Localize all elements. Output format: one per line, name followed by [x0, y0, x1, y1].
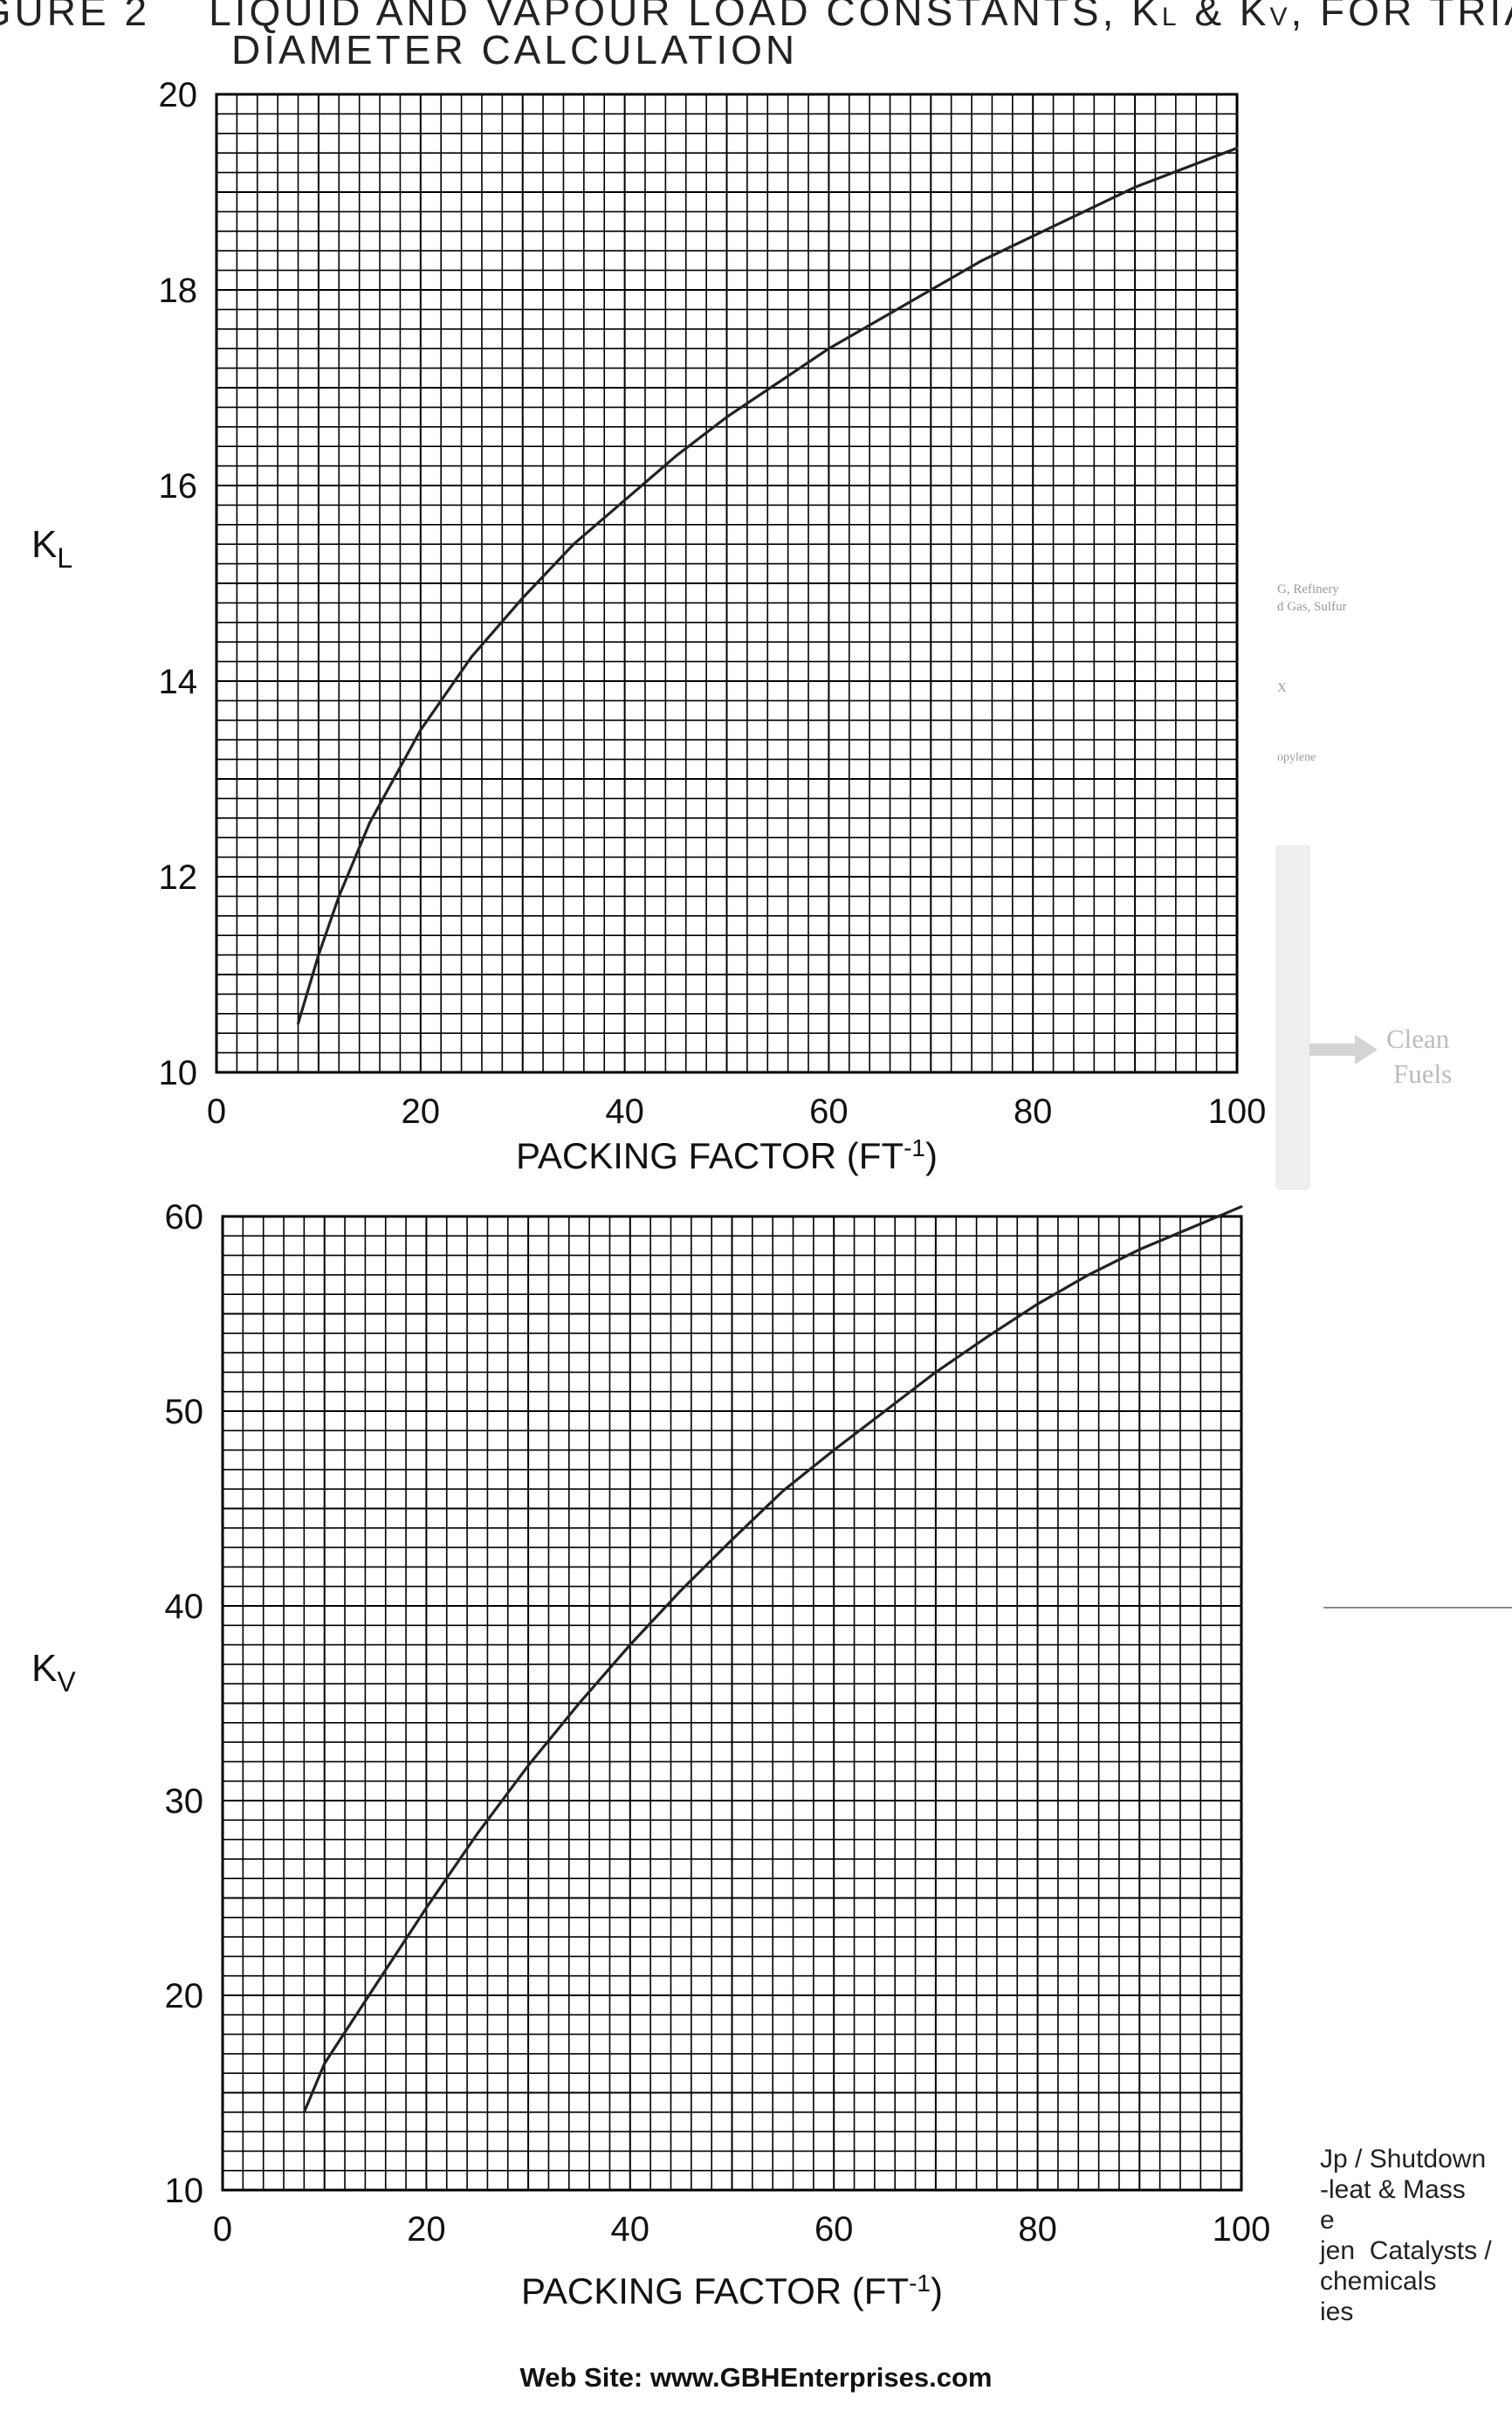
kv-y-tick-label: 40	[165, 1588, 204, 1626]
kv-x-tick-label: 80	[1018, 2210, 1057, 2249]
kl-x-tick-label: 0	[207, 1092, 226, 1131]
title-sub-v: V	[1269, 3, 1291, 31]
kl-x-tick-label: 20	[402, 1092, 441, 1131]
kl-x-tick-label: 60	[809, 1092, 849, 1131]
kv-y-tick-label: 50	[165, 1393, 204, 1431]
kl-data-point	[368, 821, 371, 824]
kl-y-tick-label: 12	[159, 858, 198, 897]
title-line1-prefix: IGURE 2 LIQUID AND VAPOUR LOAD CONSTANTS…	[0, 0, 1162, 34]
kv-x-tick-label: 0	[213, 2210, 232, 2249]
title-line1-suffix: , FOR TRIAL	[1290, 0, 1512, 34]
kl-data-point	[1185, 166, 1188, 169]
figure-title: IGURE 2 LIQUID AND VAPOUR LOAD CONSTANTS…	[0, 0, 1512, 72]
ghost-text-clean: Clean	[1386, 1023, 1450, 1054]
title-sub-l: L	[1161, 3, 1180, 31]
kl-data-point	[980, 258, 984, 262]
ghost-arrow-head-icon	[1355, 1035, 1378, 1064]
kv-data-point	[832, 1449, 835, 1452]
kl-data-point	[470, 655, 473, 658]
ghost-text-services: Jp / Shutdown -leat & Mass e jen Catalys…	[1320, 2145, 1492, 2326]
kv-curve	[302, 1205, 1242, 2113]
kl-x-tick-label: 100	[1208, 1092, 1267, 1131]
kl-data-point	[521, 596, 525, 600]
kv-x-tick-label: 20	[407, 2210, 446, 2249]
kl-y-tick-label: 10	[159, 1054, 198, 1092]
kv-y-tick-label: 30	[165, 1782, 204, 1821]
kl-data-point	[419, 728, 423, 732]
kv-data-point	[985, 1335, 988, 1339]
kv-x-tick-label: 40	[611, 2210, 650, 2249]
kl-y-tick-label: 14	[159, 663, 198, 701]
footer-website: Web Site: www.GBHEnterprises.com	[519, 2362, 993, 2393]
kl-data-point	[827, 347, 830, 350]
kv-y-axis-label: KV	[31, 1647, 76, 1698]
kl-data-point	[878, 318, 882, 321]
ghost-divider	[1323, 1607, 1512, 1608]
kl-plot-frame	[215, 93, 1239, 1074]
kv-data-point	[629, 1643, 632, 1647]
kl-x-axis-label: PACKING FACTOR (FT-1)	[516, 1134, 938, 1176]
kv-data-point	[1189, 1226, 1192, 1230]
ghost-panel	[1275, 845, 1310, 1190]
kl-data-point	[317, 954, 320, 957]
kl-data-point	[929, 288, 932, 292]
kv-data-point	[731, 1538, 733, 1541]
kl-data-point	[1133, 185, 1137, 189]
kv-data-point	[577, 1702, 581, 1705]
kv-x-tick-label: 100	[1213, 2210, 1271, 2249]
kl-y-tick-label: 18	[159, 272, 198, 310]
kl-data-point	[572, 542, 575, 546]
kl-y-tick-label: 20	[159, 76, 198, 114]
kl-data-point	[725, 416, 728, 419]
kl-data-point	[674, 454, 677, 458]
kv-data-point	[934, 1370, 938, 1374]
kl-data-point	[623, 499, 627, 502]
kv-y-tick-label: 20	[165, 1977, 204, 2015]
kv-data-point	[374, 1984, 377, 1987]
kl-x-tick-label: 40	[605, 1092, 644, 1131]
kv-data-point	[1240, 1205, 1243, 1209]
ghost-arrow-icon	[1309, 1044, 1357, 1056]
kl-data-point	[776, 381, 780, 384]
ghost-text-gas-sulfur: d Gas, Sulfur	[1277, 600, 1347, 614]
kv-x-tick-label: 60	[814, 2210, 854, 2249]
kv-data-point	[424, 1906, 428, 1910]
kl-data-point	[1235, 147, 1239, 150]
kv-data-point	[679, 1588, 683, 1592]
kv-data-point	[302, 2111, 306, 2114]
kl-data-point	[1031, 234, 1034, 238]
kv-data-point	[323, 2062, 326, 2065]
kv-data-point	[476, 1832, 479, 1836]
kl-y-tick-label: 16	[159, 467, 198, 506]
kv-x-axis-label: PACKING FACTOR (FT-1)	[521, 2270, 943, 2311]
ghost-text-refinery: G, Refinery	[1277, 582, 1339, 596]
kl-x-tick-label: 80	[1014, 1092, 1053, 1131]
title-line1-mid: & K	[1179, 0, 1270, 34]
kl-data-point	[297, 1022, 300, 1025]
kv-data-point	[1036, 1302, 1040, 1305]
kl-data-point	[1082, 210, 1086, 213]
kv-y-tick-label: 60	[165, 1198, 204, 1236]
ghost-text-x: X	[1277, 681, 1287, 695]
kv-data-point	[1087, 1273, 1090, 1277]
title-line2: DIAMETER CALCULATION	[231, 27, 799, 72]
kl-y-axis-label: KL	[31, 523, 72, 574]
kv-y-tick-label: 10	[165, 2172, 204, 2210]
kl-data-point	[337, 894, 340, 898]
kv-data-point	[1137, 1248, 1141, 1251]
kv-plot-frame	[221, 1215, 1243, 2192]
kv-data-point	[781, 1489, 785, 1492]
ghost-text-propylene: opylene	[1277, 751, 1316, 764]
ghost-text-fuels: Fuels	[1393, 1058, 1453, 1089]
kv-data-point	[526, 1764, 530, 1767]
kv-data-point	[883, 1409, 887, 1413]
